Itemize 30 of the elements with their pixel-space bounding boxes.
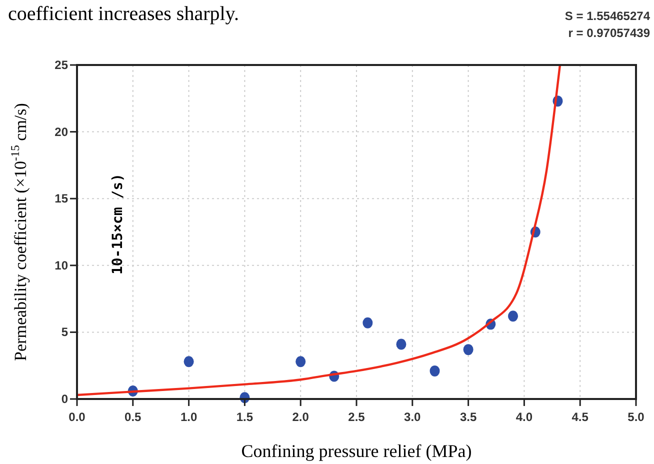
- x-axis-title: Confining pressure relief (MPa): [241, 441, 472, 461]
- text: S = 1.55465274: [564, 9, 650, 23]
- point: [296, 356, 306, 368]
- x-tick-label: 4.0: [516, 410, 533, 424]
- x-tick-label: 2.5: [348, 410, 366, 424]
- text: r = 0.97057439: [568, 26, 650, 40]
- y-tick-label: 10: [54, 258, 68, 272]
- text: coefficient increases sharply.: [8, 3, 240, 25]
- x-tick-label: 1.0: [180, 410, 198, 424]
- x-tick-label: 2.0: [292, 410, 310, 424]
- point: [463, 344, 474, 356]
- point: [362, 317, 373, 328]
- line-series: [76, 64, 562, 396]
- x-tick-label: 3.0: [404, 410, 422, 424]
- x-tick-label: 5.0: [628, 410, 645, 424]
- y-tick-label: 15: [54, 192, 68, 206]
- x-tick-label: 1.5: [236, 410, 254, 424]
- x-tick-label: 4.5: [572, 410, 589, 424]
- annotation: 10-15×cm /s): [110, 173, 126, 275]
- point: [508, 310, 518, 322]
- point: [396, 338, 406, 350]
- point: [430, 365, 440, 376]
- y-tick-label: 25: [54, 58, 68, 72]
- x-tick-label: 0.5: [124, 410, 142, 424]
- y-tick-label: 5: [61, 325, 68, 340]
- point: [184, 356, 194, 368]
- x-tick-label: 0.0: [68, 410, 86, 424]
- x-tick-label: 3.5: [460, 410, 477, 424]
- y-tick-label: 20: [54, 124, 68, 139]
- y-tick-label: 0: [61, 392, 68, 406]
